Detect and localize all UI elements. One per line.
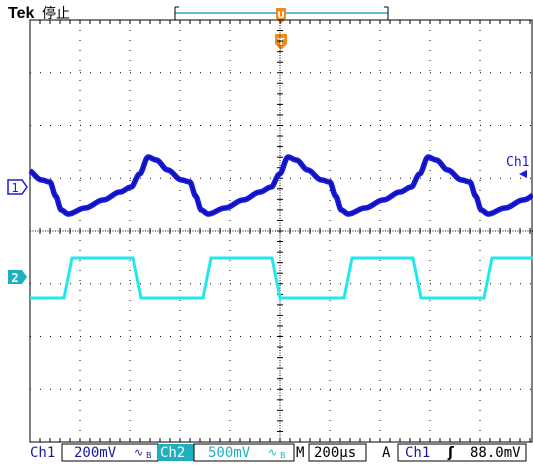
ch1-name[interactable]: Ch1	[30, 445, 55, 461]
trigger-slope-icon: ʃ	[447, 445, 455, 461]
graticule	[29, 19, 533, 443]
acquisition-status: 停止	[42, 5, 70, 22]
trigger-level: 88.0mV	[470, 445, 521, 461]
timebase-box[interactable]	[308, 443, 367, 462]
trigger-source: Ch1	[405, 445, 430, 461]
ch2-scale: 500mV	[208, 445, 251, 461]
trigger-level-arrow[interactable]	[519, 170, 527, 178]
ch2-ground-marker[interactable]: 2	[8, 270, 27, 285]
trigger-position-marker-top[interactable]: U	[276, 8, 286, 24]
ch2-scale-box[interactable]	[193, 443, 295, 462]
ch2-marker-label: 2	[11, 271, 18, 285]
trigger-marker-top-label: U	[277, 11, 284, 21]
status-bar: Ch1 200mV ∿ B Ch2 500mV ∿ B M 200µs A Ch…	[30, 443, 527, 462]
ch1-trigger-label: Ch1	[506, 155, 529, 170]
trigger-settings-box[interactable]	[397, 443, 527, 462]
ch1-waveform	[28, 154, 533, 217]
timebase-value: 200µs	[314, 445, 356, 461]
trigger-position-marker[interactable]: T	[275, 34, 287, 50]
ch1-coupling-icon: ∿	[134, 446, 143, 459]
ch1-ground-marker[interactable]: 1	[7, 179, 28, 195]
ch2-waveform	[30, 256, 533, 300]
trigger-mode: A	[382, 445, 391, 461]
ch2-name-highlight	[158, 444, 194, 461]
ch1-marker-label: 1	[11, 181, 18, 195]
ch2-name[interactable]: Ch2	[160, 445, 185, 461]
trigger-marker-label: T	[278, 37, 285, 48]
ch2-bandwidth-icon: B	[280, 451, 286, 460]
ch2-coupling-icon: ∿	[268, 446, 277, 459]
ch1-scale: 200mV	[74, 445, 117, 461]
ch1-bandwidth-icon: B	[146, 451, 152, 460]
timebase-prefix: M	[296, 445, 304, 461]
ch1-waveform-core	[29, 156, 533, 215]
brand-logo: Tek	[8, 5, 34, 22]
